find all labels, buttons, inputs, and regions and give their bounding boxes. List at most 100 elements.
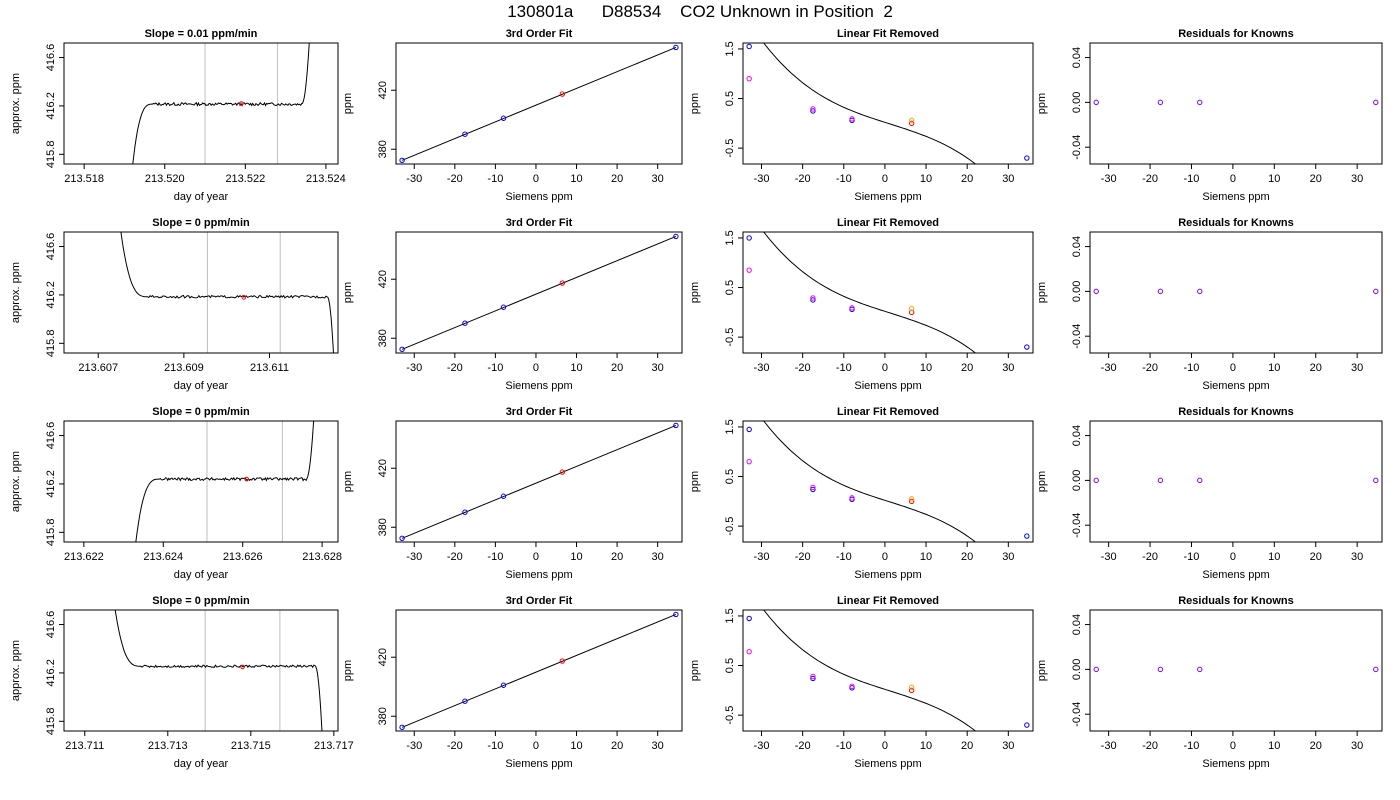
data-point-residual <box>1157 477 1164 484</box>
concentration-trace <box>132 43 310 164</box>
y-axis-label: ppm <box>689 660 701 681</box>
data-point-orig <box>746 76 752 82</box>
plot-frame <box>395 231 683 354</box>
y-tick-label: 0.04 <box>1071 425 1083 446</box>
x-tick-label: -30 <box>1101 740 1117 752</box>
x-tick-label: 213.624 <box>143 551 183 563</box>
x-axis-label: Siemens ppm <box>1202 758 1269 770</box>
panel-title: Linear Fit Removed <box>837 28 939 40</box>
x-tick-label: -30 <box>754 362 770 374</box>
x-tick-label: 30 <box>1351 362 1363 374</box>
plot-area <box>114 610 323 731</box>
x-tick-label: -30 <box>1101 551 1117 563</box>
data-point-unknown <box>559 469 566 475</box>
y-tick-label: 416.6 <box>45 611 57 639</box>
data-point-known <box>810 486 816 493</box>
data-point-unknown <box>908 687 915 694</box>
data-point-orig <box>810 106 816 112</box>
x-tick-label: 30 <box>1002 362 1014 374</box>
y-tick-label: 380 <box>377 140 389 158</box>
data-point-residual <box>1093 477 1099 484</box>
y-tick-label: 415.8 <box>45 519 57 547</box>
y-axis-label: approx. ppm <box>10 262 22 323</box>
data-point-known <box>746 43 752 50</box>
unknown-marker <box>240 664 245 670</box>
fit-line <box>401 235 677 350</box>
data-point-known <box>500 682 507 688</box>
x-axis-label: Siemens ppm <box>1202 380 1269 392</box>
data-point-known <box>399 535 405 542</box>
y-tick-label: 0.00 <box>1071 92 1083 113</box>
x-tick-label: -10 <box>487 740 503 752</box>
x-tick-label: -20 <box>1142 362 1158 374</box>
data-point-alt <box>908 496 915 502</box>
x-tick-label: -10 <box>836 740 852 752</box>
data-point-orig <box>746 648 752 655</box>
data-point-known <box>810 675 816 682</box>
plot-frame <box>63 420 339 543</box>
x-tick-label: 20 <box>1310 740 1322 752</box>
x-tick-label: 0 <box>1230 362 1236 374</box>
y-tick-label: 380 <box>377 518 389 536</box>
y-tick-label: 420 <box>377 648 389 666</box>
data-point-alt <box>908 684 915 691</box>
x-tick-label: -10 <box>487 173 503 185</box>
x-tick-label: 10 <box>1268 551 1280 563</box>
y-tick-label: 0.00 <box>1071 470 1083 491</box>
x-tick-label: -10 <box>1184 173 1200 185</box>
y-tick-label: -0.5 <box>724 139 736 158</box>
x-tick-label: 213.628 <box>302 551 342 563</box>
x-tick-label: 0 <box>882 173 888 185</box>
plot-frame <box>63 231 339 354</box>
x-tick-label: -10 <box>1184 362 1200 374</box>
y-axis-label: approx. ppm <box>10 73 22 134</box>
y-tick-label: 420 <box>377 81 389 99</box>
panel-r4-time: Slope = 0 ppm/min day of year approx. ppm 2… <box>10 595 354 770</box>
data-point-orig <box>810 673 816 680</box>
data-point-alt <box>908 305 915 312</box>
x-tick-label: -10 <box>836 551 852 563</box>
data-point-unknown <box>908 498 915 505</box>
concentration-trace <box>114 610 323 731</box>
panel-title: Slope = 0 ppm/min <box>152 595 250 607</box>
data-point-unknown <box>559 658 566 664</box>
x-tick-label: -20 <box>447 362 463 374</box>
x-tick-label: 213.717 <box>314 740 354 752</box>
data-point-residual <box>1373 666 1379 673</box>
data-point-orig <box>849 116 855 122</box>
x-tick-label: -10 <box>1184 551 1200 563</box>
y-tick-label: 0.04 <box>1071 614 1083 635</box>
x-tick-label: -10 <box>1184 740 1200 752</box>
panel-title: 3rd Order Fit <box>506 28 573 40</box>
y-axis-label: ppm <box>342 282 354 303</box>
x-tick-label: 20 <box>961 551 973 563</box>
unknown-marker <box>238 101 244 106</box>
x-tick-label: 213.611 <box>250 362 289 374</box>
plot-area <box>763 43 977 164</box>
data-point-known <box>673 44 679 51</box>
data-point-known <box>746 426 752 433</box>
panel-r3-res: Residuals for Knowns Siemens ppm ppm -30 -20… <box>1036 406 1383 581</box>
x-tick-label: 10 <box>1268 362 1280 374</box>
x-tick-label: 30 <box>1002 551 1014 563</box>
panel-title: Residuals for Knowns <box>1178 28 1294 40</box>
y-tick-label: 415.8 <box>45 330 57 358</box>
y-tick-label: 416.2 <box>45 92 57 120</box>
panel-title: Linear Fit Removed <box>837 217 939 229</box>
y-tick-label: 380 <box>377 329 389 347</box>
x-tick-label: 30 <box>1351 173 1363 185</box>
x-tick-label: 0 <box>1230 173 1236 185</box>
y-tick-label: -0.04 <box>1071 324 1083 349</box>
data-point-known <box>500 115 507 121</box>
plot-area <box>401 424 677 539</box>
y-tick-label: 415.8 <box>45 141 57 169</box>
concentration-trace <box>120 232 334 353</box>
x-tick-label: 30 <box>1351 740 1363 752</box>
x-tick-label: 10 <box>570 740 582 752</box>
y-tick-label: -0.04 <box>1071 702 1083 727</box>
x-tick-label: 213.715 <box>231 740 271 752</box>
panel-title: Slope = 0 ppm/min <box>152 217 250 229</box>
y-axis-label: ppm <box>689 93 701 114</box>
x-axis-label: day of year <box>174 380 229 392</box>
y-tick-label: 1.5 <box>724 419 736 434</box>
